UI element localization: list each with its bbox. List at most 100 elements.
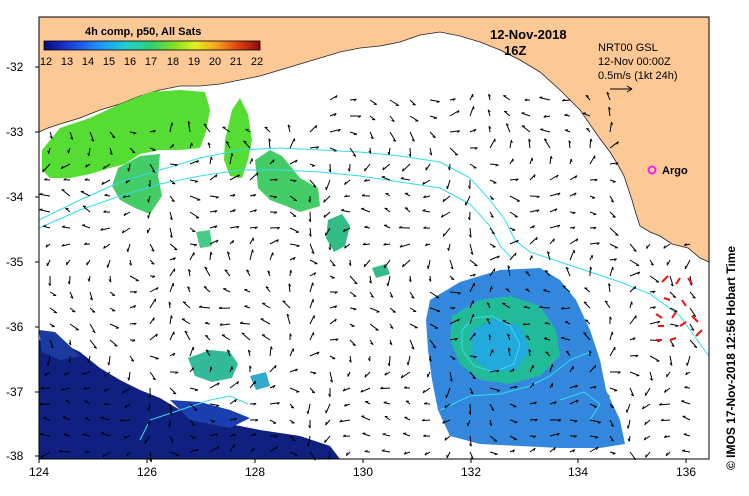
current-vector-head	[652, 290, 656, 294]
current-vector	[549, 192, 561, 197]
current-vector-head	[452, 307, 456, 310]
current-vector-head	[147, 421, 150, 426]
current-vector-head	[383, 242, 387, 246]
current-vector-head	[466, 423, 469, 427]
current-vector	[243, 140, 251, 149]
current-vector-head	[60, 165, 64, 169]
current-vector-head	[274, 178, 278, 182]
current-vector-head	[323, 199, 325, 203]
current-vector-head	[454, 153, 458, 156]
current-vector-head	[104, 193, 108, 196]
current-vector-head	[84, 178, 88, 181]
current-vector-head	[272, 252, 274, 256]
current-vector-head	[112, 136, 116, 139]
current-vector	[609, 258, 617, 261]
current-vector	[288, 283, 291, 293]
current-vector-head	[683, 433, 687, 435]
current-vector	[89, 323, 96, 333]
current-vector	[629, 301, 633, 309]
current-vector-head	[224, 269, 228, 272]
current-vector	[422, 179, 431, 185]
current-vector	[268, 138, 271, 149]
current-vector	[169, 282, 174, 293]
current-vector	[565, 350, 571, 357]
current-vector-head	[353, 133, 357, 136]
current-vector-head	[217, 382, 220, 386]
current-vector	[467, 419, 471, 427]
current-vector	[404, 207, 411, 213]
current-vector-head	[583, 301, 587, 304]
current-vector	[325, 227, 331, 236]
current-vector-head	[670, 283, 674, 287]
current-vector	[104, 371, 111, 377]
current-vector-head	[215, 239, 219, 243]
current-vector	[82, 371, 91, 376]
current-vector	[189, 243, 197, 246]
current-vector-head	[630, 393, 634, 397]
current-vector	[225, 141, 231, 149]
current-vector	[40, 433, 51, 437]
current-vector	[589, 242, 600, 245]
current-vector	[209, 156, 212, 165]
current-vector	[39, 209, 51, 213]
current-vector	[219, 323, 231, 326]
current-vector-head	[122, 390, 125, 394]
current-vector	[547, 251, 551, 261]
current-vector	[289, 348, 294, 357]
current-vector-head	[187, 120, 191, 125]
current-vector	[584, 319, 591, 325]
current-vector-head	[106, 264, 109, 268]
current-vector	[287, 124, 291, 133]
current-vector-head	[215, 433, 219, 437]
current-vector	[589, 179, 598, 181]
current-vector-head	[152, 149, 156, 151]
current-vector-head	[514, 252, 517, 256]
current-vector	[205, 349, 211, 357]
current-vector	[60, 163, 71, 170]
current-vector	[604, 300, 611, 309]
current-vector-head	[195, 448, 199, 452]
current-vector	[204, 266, 211, 277]
current-vector-head	[521, 125, 525, 127]
current-vector-head	[512, 449, 516, 453]
current-vector-head	[429, 152, 433, 156]
current-vector	[344, 179, 351, 185]
current-vector	[442, 195, 451, 203]
current-vector	[149, 298, 156, 309]
current-vector	[43, 225, 51, 229]
current-vector	[269, 364, 277, 373]
current-vector	[204, 335, 211, 341]
current-vector-head	[685, 371, 688, 376]
current-vector	[528, 349, 531, 357]
current-vector-head	[345, 452, 348, 456]
current-vector	[328, 451, 331, 460]
current-vector-head	[684, 385, 688, 389]
current-vector-head	[389, 342, 393, 346]
current-vector	[629, 315, 637, 325]
current-vector	[529, 157, 533, 165]
current-vector-head	[451, 278, 455, 280]
current-vector-head	[682, 449, 686, 452]
current-vector-head	[218, 306, 222, 309]
current-vector	[123, 211, 131, 217]
current-vector-head	[495, 164, 499, 167]
current-vector-head	[525, 271, 529, 273]
current-vector	[429, 99, 440, 102]
current-vector-head	[488, 93, 491, 97]
current-vector	[509, 195, 520, 202]
current-vector-head	[174, 164, 178, 167]
current-vector-head	[233, 433, 236, 437]
current-vector-head	[316, 351, 320, 355]
current-vector-head	[557, 224, 561, 228]
current-vector-head	[411, 296, 415, 299]
current-vector	[649, 355, 660, 362]
current-vector	[589, 364, 597, 373]
current-vector	[469, 332, 476, 341]
current-vector-head	[400, 374, 404, 379]
current-vector	[489, 435, 498, 442]
current-vector	[89, 339, 97, 349]
current-vector	[329, 128, 341, 133]
current-vector-head	[514, 421, 518, 424]
current-vector-head	[315, 146, 320, 150]
current-vector-head	[210, 251, 213, 255]
